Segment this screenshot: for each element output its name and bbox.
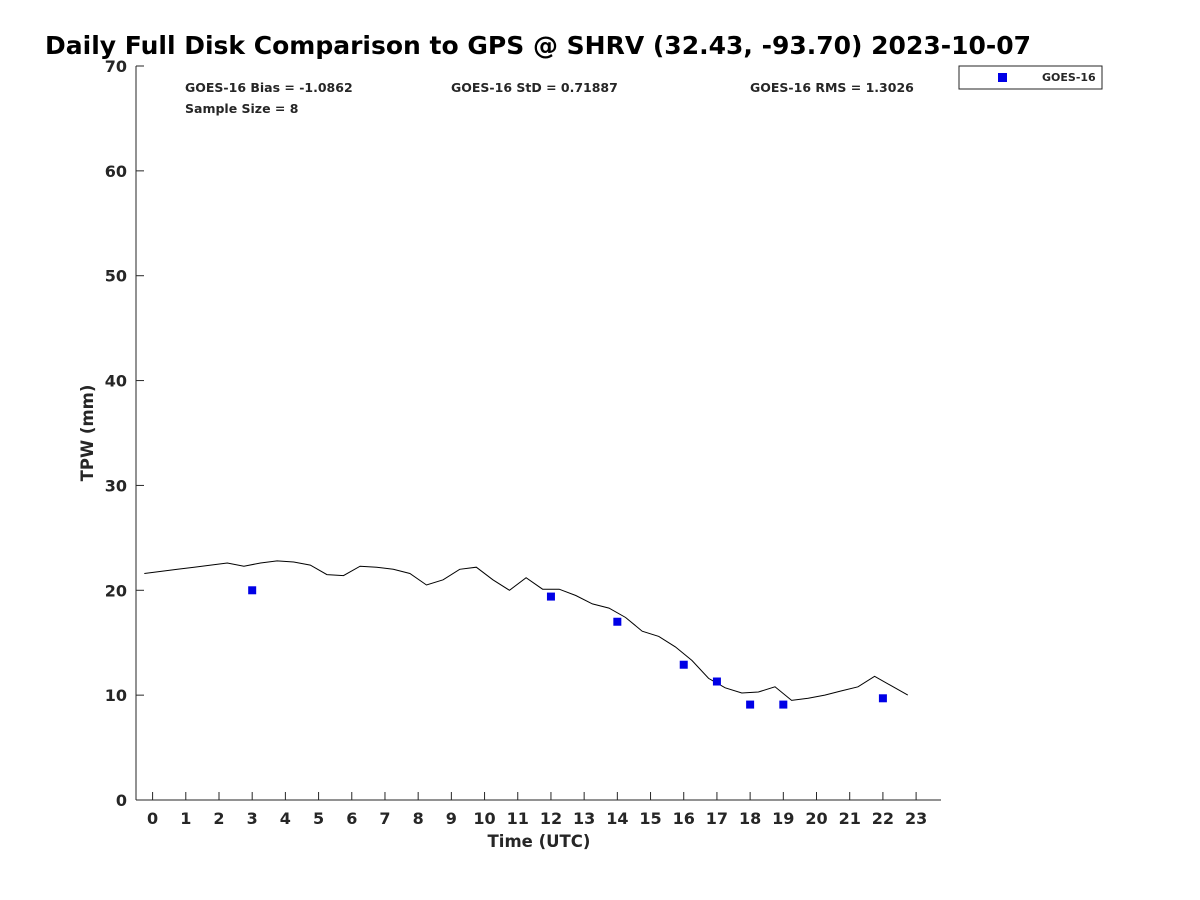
x-tick-label: 8 [413,809,424,828]
goes16-data-point [712,677,721,686]
x-tick-label: 9 [446,809,457,828]
x-tick-label: 4 [280,809,291,828]
x-axis-ticks: 0 1 2 3 4 5 6 7 8 9 10 11 12 13 14 15 16 17 18 19 20 21 22 23 [147,792,927,828]
bias-stat: GOES-16 Bias = -1.0862 [185,80,353,95]
x-tick-label: 17 [706,809,728,828]
y-tick-label: 30 [105,476,127,495]
x-tick-label: 1 [180,809,191,828]
goes16-data-point [248,586,257,595]
y-tick-label: 60 [105,162,127,181]
x-tick-label: 16 [673,809,695,828]
plot-area [144,560,909,709]
legend-label: GOES-16 [1042,71,1096,84]
x-tick-label: 13 [573,809,595,828]
x-tick-label: 23 [905,809,927,828]
legend-box [958,65,1103,90]
x-tick-label: 0 [147,809,158,828]
x-tick-label: 15 [639,809,661,828]
x-tick-label: 14 [606,809,628,828]
x-tick-label: 12 [540,809,562,828]
legend-marker [998,73,1007,82]
y-tick-label: 0 [116,791,127,810]
x-tick-label: 20 [805,809,827,828]
gps-tpw-line [144,560,909,701]
goes16-data-point [746,700,755,709]
y-tick-label: 70 [105,57,127,76]
x-tick-label: 19 [772,809,794,828]
x-tick-label: 5 [313,809,324,828]
x-tick-label: 3 [247,809,258,828]
x-tick-label: 2 [213,809,224,828]
legend: GOES-16 [958,65,1103,90]
goes16-data-point [779,700,788,709]
goes16-data-point [613,617,622,626]
x-tick-label: 18 [739,809,761,828]
goes16-data-point [878,694,887,703]
x-tick-label: 11 [507,809,529,828]
y-tick-label: 20 [105,581,127,600]
x-tick-label: 22 [872,809,894,828]
y-tick-label: 50 [105,267,127,286]
rms-stat: GOES-16 RMS = 1.3026 [750,80,914,95]
goes16-data-point [679,660,688,669]
x-tick-label: 10 [473,809,495,828]
goes16-data-point [546,592,555,601]
y-tick-label: 10 [105,686,127,705]
y-axis-label: TPW (mm) [78,385,97,482]
x-axis-label: Time (UTC) [488,832,591,851]
x-tick-label: 21 [839,809,861,828]
std-stat: GOES-16 StD = 0.71887 [451,80,618,95]
x-tick-label: 7 [379,809,390,828]
y-axis-ticks: 0 10 20 30 40 50 60 70 [105,57,144,810]
sample-size-stat: Sample Size = 8 [185,101,298,116]
axes [135,66,941,801]
x-tick-label: 6 [346,809,357,828]
y-tick-label: 40 [105,372,127,391]
chart-title: Daily Full Disk Comparison to GPS @ SHRV… [45,31,1031,60]
